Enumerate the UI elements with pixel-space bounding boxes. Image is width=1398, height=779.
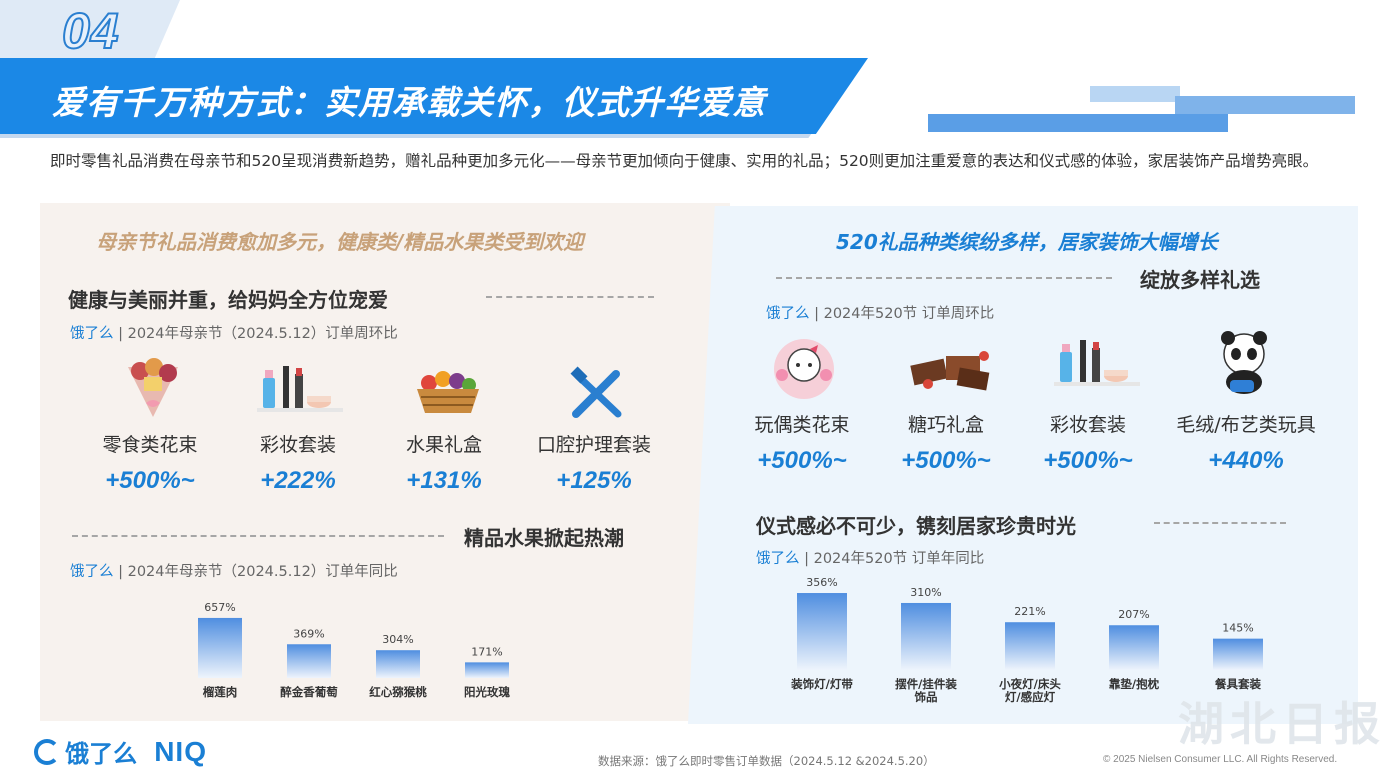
item-value: +500%~ — [757, 447, 847, 474]
category-label-2: 灯/感应灯 — [1005, 690, 1056, 704]
makeup-set-icon — [257, 366, 343, 412]
category-label-2: 小夜灯/床头 — [998, 677, 1061, 691]
niq-logo-text: NIQ — [154, 735, 207, 767]
bar-value-label-4: 145% — [1222, 622, 1253, 635]
footer-data-source: 数据来源：饿了么即时零售订单数据（2024.5.12 &2024.5.20） — [598, 754, 935, 768]
watermark: 湖北日报 — [1178, 697, 1386, 751]
plush-bouquet-icon — [774, 339, 834, 399]
mothers-item-1: 零食类花束 +500%~ — [70, 430, 230, 495]
divider-dash — [486, 296, 654, 298]
mothers-day-header: 母亲节礼品消费愈加多元，健康类/精品水果类受到欢迎 — [96, 230, 584, 254]
bar-value-label-1: 310% — [910, 586, 941, 599]
decor-stripe-1 — [1090, 86, 1180, 102]
520-item-4: 毛绒/布艺类玩具 +440% — [1156, 410, 1336, 475]
fruit-yoy-bar-chart: 657% 榴莲肉 369% 醉金香葡萄 304% 红心猕猴桃 171% 阳光玫瑰 — [198, 601, 510, 699]
bar-value-label-1: 369% — [293, 627, 324, 640]
eleme-logo-text: 饿了么 — [65, 740, 138, 768]
category-label-3: 靠垫/抱枕 — [1109, 677, 1160, 691]
520-header: 520礼品种类缤纷多样，居家装饰大幅增长 — [836, 230, 1218, 254]
section-number: 04 — [61, 2, 120, 60]
bar-value-label-3: 171% — [471, 645, 502, 658]
520-section2-title: 仪式感必不可少，镌刻居家珍贵时光 — [756, 514, 1076, 538]
bar-3 — [465, 662, 509, 678]
item-value: +125% — [556, 467, 632, 494]
520-section1-source: 饿了么 | 2024年520节 订单周环比 — [766, 306, 995, 322]
520-section1-title: 绽放多样礼选 — [1140, 268, 1260, 292]
item-label: 零食类花束 — [102, 434, 198, 456]
item-value: +440% — [1208, 447, 1284, 474]
bar-value-label-2: 221% — [1014, 605, 1045, 618]
mothers-item-2: 彩妆套装 +222% — [218, 430, 378, 495]
title-bar — [0, 58, 868, 134]
item-label: 彩妆套装 — [1049, 414, 1126, 436]
snack-bouquet-icon — [128, 358, 178, 417]
item-value: +500%~ — [105, 467, 195, 494]
toothbrush-icon — [570, 366, 622, 418]
category-label-3: 阳光玫瑰 — [464, 685, 510, 699]
mothers-day-panel — [40, 203, 730, 721]
520-item-3: 彩妆套装 +500%~ — [1008, 410, 1168, 475]
category-label-4: 餐具套装 — [1214, 677, 1261, 691]
mothers-item-3: 水果礼盒 +131% — [364, 430, 524, 495]
item-value: +131% — [406, 467, 482, 494]
item-value: +500%~ — [1043, 447, 1133, 474]
panda-toy-icon — [1221, 331, 1267, 394]
520-section2-source: 饿了么 | 2024年520节 订单年同比 — [756, 551, 985, 567]
category-label-1: 醉金香葡萄 — [280, 685, 338, 699]
page-title: 爱有千万种方式：实用承载关怀，仪式升华爱意 — [52, 83, 766, 122]
mothers-day-section1-source: 饿了么 | 2024年母亲节（2024.5.12）订单周环比 — [70, 326, 398, 342]
divider-dash — [72, 535, 444, 537]
fruit-basket-icon — [417, 371, 479, 413]
bar-4 — [1213, 638, 1263, 670]
item-label: 水果礼盒 — [405, 434, 482, 456]
category-label-0: 榴莲肉 — [203, 685, 238, 699]
bar-1 — [901, 602, 951, 670]
footer-copyright: © 2025 Nielsen Consumer LLC. All Rights … — [1103, 754, 1338, 765]
chocolate-box-icon — [910, 351, 990, 391]
item-label: 口腔护理套装 — [536, 434, 651, 456]
bar-3 — [1109, 625, 1159, 670]
bar-0 — [797, 593, 847, 670]
bar-value-label-3: 207% — [1118, 608, 1149, 621]
item-label: 玩偶类花束 — [754, 414, 850, 436]
item-value: +222% — [260, 467, 336, 494]
bar-0 — [198, 617, 242, 678]
mothers-day-section1-title: 健康与美丽并重，给妈妈全方位宠爱 — [68, 288, 388, 312]
item-label: 糖巧礼盒 — [907, 414, 984, 436]
bar-value-label-0: 356% — [806, 576, 837, 589]
item-label: 彩妆套装 — [259, 434, 336, 456]
bar-2 — [376, 650, 420, 678]
bar-value-label-0: 657% — [204, 601, 235, 614]
item-value: +500%~ — [901, 447, 991, 474]
520-item-1: 玩偶类花束 +500%~ — [722, 410, 882, 475]
eleme-logo-icon — [34, 738, 60, 765]
makeup-set-icon — [1054, 340, 1140, 386]
bar-2 — [1005, 622, 1055, 670]
decor-stripe-2 — [1175, 96, 1355, 114]
intro-text: 即时零售礼品消费在母亲节和520呈现消费新趋势，赠礼品种更加多元化——母亲节更加… — [50, 152, 1319, 170]
divider-dash — [1154, 522, 1286, 524]
bar-1 — [287, 644, 331, 678]
520-item-2: 糖巧礼盒 +500%~ — [866, 410, 1026, 475]
category-label-2: 红心猕猴桃 — [369, 685, 427, 699]
category-label-1: 摆件/挂件装 — [895, 677, 957, 691]
mothers-item-4: 口腔护理套装 +125% — [514, 430, 674, 495]
item-label: 毛绒/布艺类玩具 — [1176, 414, 1316, 436]
section-number-badge — [0, 0, 180, 58]
category-label-0: 装饰灯/灯带 — [790, 677, 853, 691]
mothers-day-section2-title: 精品水果掀起热潮 — [464, 526, 624, 550]
category-label-1: 饰品 — [915, 690, 938, 704]
mothers-day-section2-source: 饿了么 | 2024年母亲节（2024.5.12）订单年同比 — [70, 564, 398, 580]
footer-logos: 饿了么 NIQ — [34, 734, 207, 769]
decor-stripe-3 — [928, 114, 1228, 132]
divider-dash — [776, 277, 1112, 279]
bar-value-label-2: 304% — [382, 633, 413, 646]
